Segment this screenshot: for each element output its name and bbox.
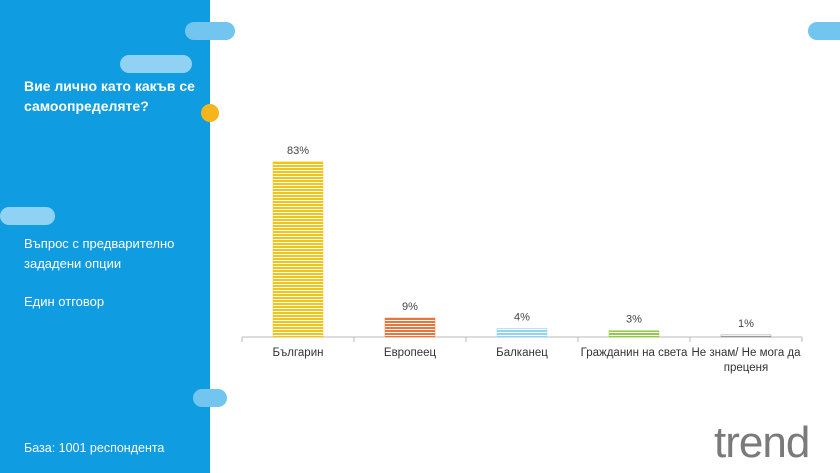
bar: [608, 330, 660, 338]
bar: [272, 161, 324, 338]
note: Един отговор: [24, 294, 105, 309]
data-label: 9%: [402, 301, 418, 313]
bar: [384, 317, 436, 338]
decor-pill: [193, 389, 227, 407]
decor-dot: [201, 104, 219, 122]
decor-pill: [185, 22, 235, 40]
data-label: 4%: [514, 312, 530, 324]
bar: [720, 334, 772, 338]
base-note: База: 1001 респондента: [24, 441, 165, 455]
logo: trend: [714, 418, 810, 467]
bar: [496, 328, 548, 338]
decor-pill: [0, 207, 55, 225]
x-tick-label: Балканец: [496, 347, 548, 359]
x-tick-label: Българин: [272, 347, 324, 359]
question-title: Вие лично като какъв се самоопределяте?: [24, 78, 195, 114]
decor-pill: [120, 55, 192, 73]
x-tick-label: Не знам/ Не мога да преценя: [691, 347, 801, 374]
data-label: 83%: [287, 145, 309, 157]
x-tick-label: Гражданин на света: [580, 347, 688, 359]
side-panel: Вие лично като какъв се самоопределяте? …: [0, 0, 210, 473]
decor-pill: [808, 22, 840, 40]
x-tick-label: Европеец: [383, 347, 437, 359]
data-label: 1%: [738, 318, 754, 330]
data-label: 3%: [626, 314, 642, 326]
note: Въпрос с предварително зададени опции: [24, 236, 175, 271]
